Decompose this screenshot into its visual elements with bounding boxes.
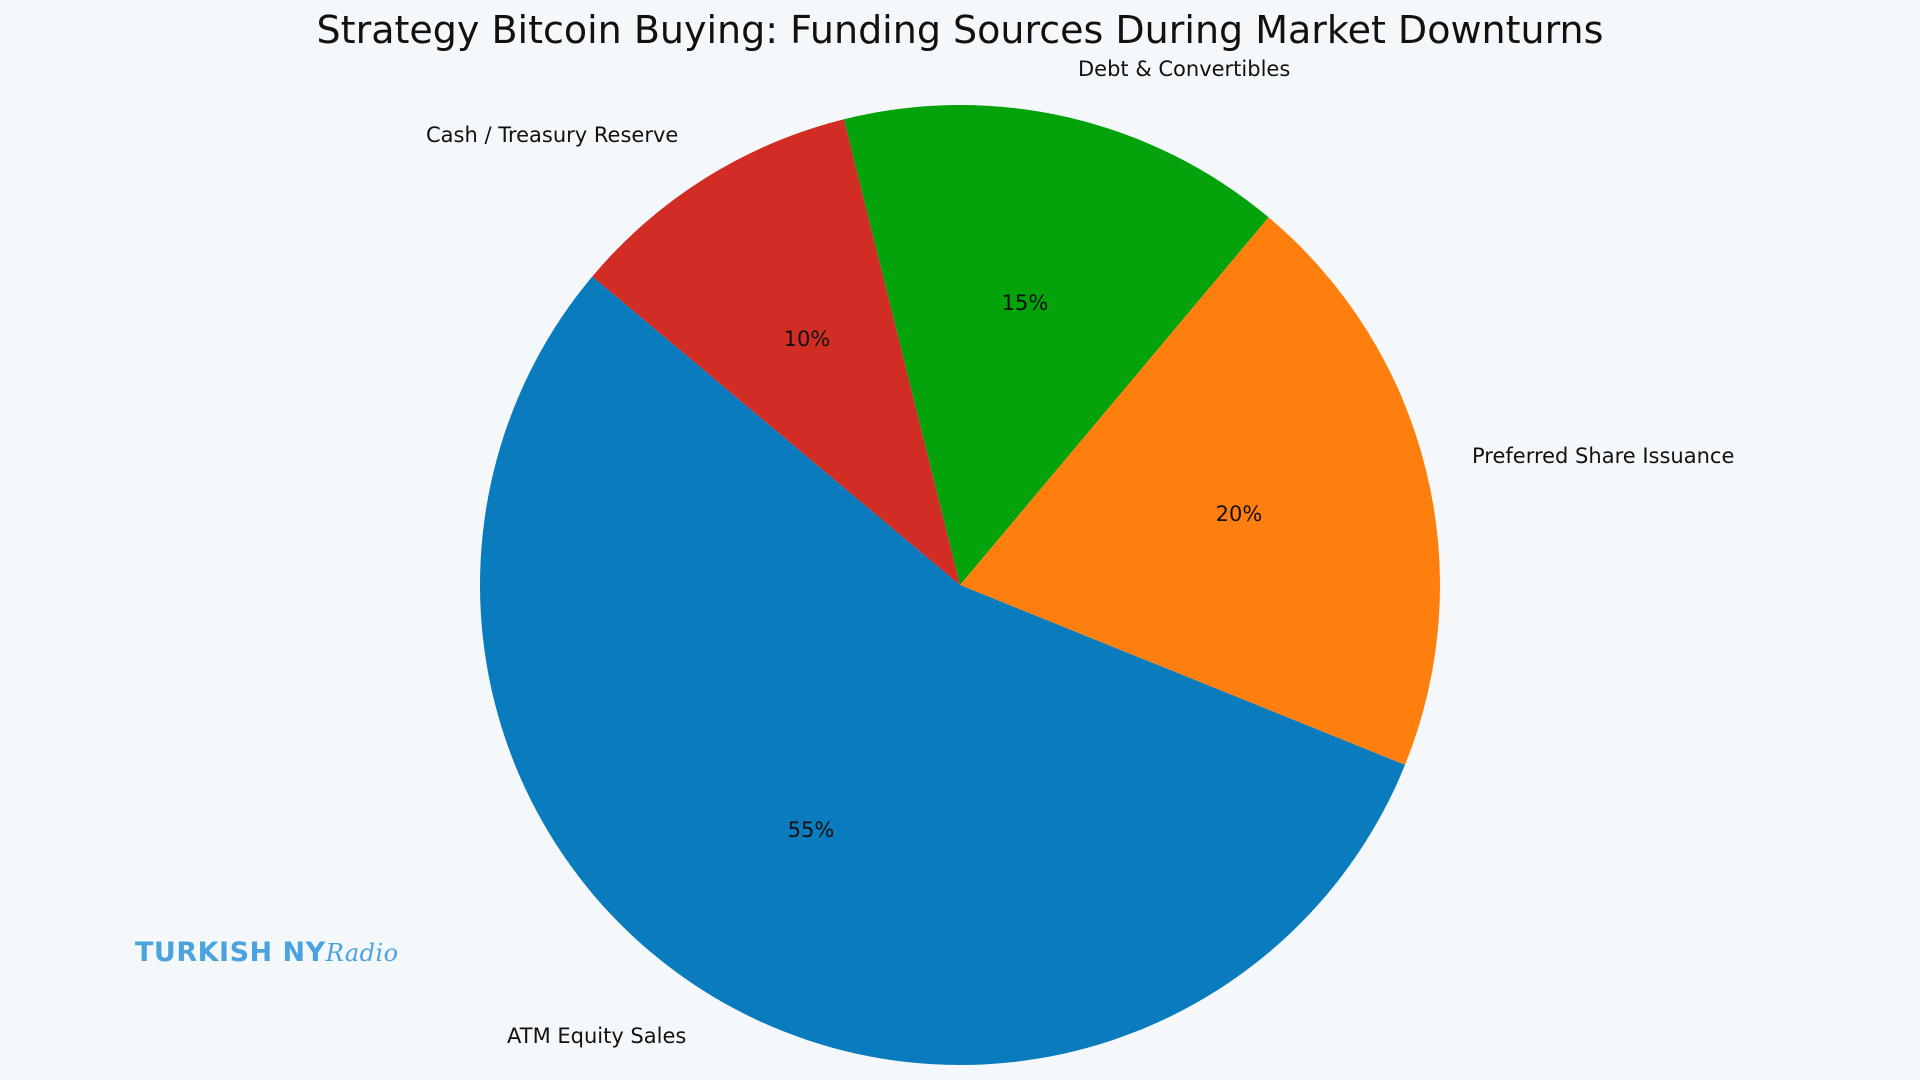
watermark-brand: TURKISH NY bbox=[135, 937, 326, 968]
pie-slice-preferred-share-issuance bbox=[960, 217, 1440, 765]
label-atm-equity-sales: ATM Equity Sales bbox=[507, 1024, 687, 1048]
watermark-script: Radio bbox=[325, 939, 399, 967]
label-preferred-share-issuance: Preferred Share Issuance bbox=[1472, 444, 1735, 468]
pct-atm-equity-sales: 55% bbox=[787, 818, 835, 842]
label-debt-convertibles: Debt & Convertibles bbox=[1078, 57, 1291, 81]
pie-slice-debt-convertibles bbox=[843, 104, 1269, 585]
label-cash-treasury-reserve: Cash / Treasury Reserve bbox=[426, 123, 679, 147]
pct-cash-treasury-reserve: 10% bbox=[783, 327, 831, 351]
pie-slice-cash-treasury-reserve bbox=[592, 119, 960, 585]
watermark-logo: TURKISH NYRadio bbox=[135, 937, 399, 968]
pct-debt-convertibles: 15% bbox=[1001, 291, 1049, 315]
chart-title: Strategy Bitcoin Buying: Funding Sources… bbox=[316, 8, 1604, 52]
pie-slice-atm-equity-sales bbox=[480, 276, 1406, 1066]
pct-preferred-share-issuance: 20% bbox=[1215, 502, 1263, 526]
